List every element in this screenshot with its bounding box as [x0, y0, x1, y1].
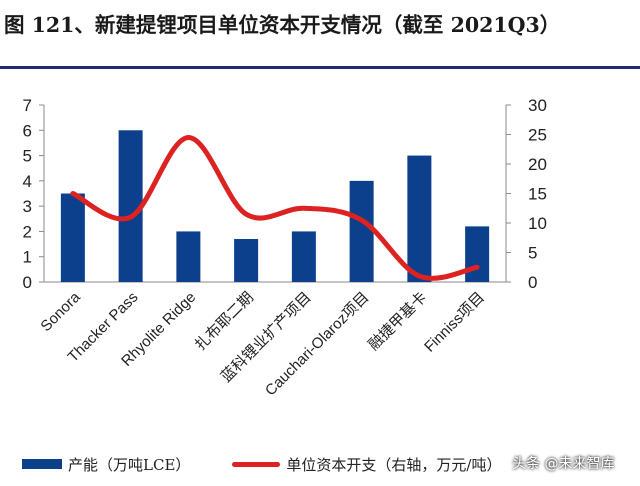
- legend: 产能（万吨LCE） 单位资本开支（右轴，万元/吨）: [22, 452, 501, 476]
- category-label-5: Cauchari-Olaroz项目: [262, 289, 372, 399]
- y-right-tick-label: 5: [528, 244, 537, 263]
- category-label-0: Sonora: [37, 288, 84, 335]
- y-left-tick-label: 4: [23, 172, 32, 191]
- legend-line-label: 单位资本开支（右轴，万元/吨）: [286, 455, 502, 474]
- bar-4: [291, 231, 316, 282]
- y-left-tick-label: 7: [23, 96, 32, 115]
- title-rule: [0, 66, 640, 69]
- bar-6: [407, 155, 432, 282]
- y-right-tick-label: 10: [528, 214, 547, 233]
- bar-3: [234, 239, 259, 282]
- y-left-tick-label: 2: [23, 222, 32, 241]
- y-right-tick-label: 0: [528, 273, 537, 292]
- legend-bar-swatch: [22, 459, 62, 469]
- capex-line: [70, 134, 480, 281]
- bar-7: [465, 226, 490, 282]
- y-right-tick-label: 20: [528, 155, 547, 174]
- y-right-tick-label: 25: [528, 126, 547, 145]
- y-left-tick-label: 5: [23, 147, 32, 166]
- y-right-tick-label: 30: [528, 96, 547, 115]
- y-left-tick-label: 1: [23, 248, 32, 267]
- category-label-7: Finniss项目: [421, 289, 488, 356]
- y-left-tick-label: 0: [23, 273, 32, 292]
- watermark: 头条 @未来智库: [512, 456, 615, 472]
- bar-2: [176, 231, 201, 282]
- y-left-tick-label: 6: [23, 121, 32, 140]
- chart-title: 图 121、新建提锂项目单位资本开支情况（截至 2021Q3）: [4, 13, 561, 37]
- bar-0: [60, 193, 85, 282]
- bar-5: [349, 180, 374, 282]
- y-left-tick-label: 3: [23, 197, 32, 216]
- y-right-tick-label: 15: [528, 185, 547, 204]
- legend-line-swatch: [232, 461, 281, 467]
- legend-bar-label: 产能（万吨LCE）: [68, 455, 191, 474]
